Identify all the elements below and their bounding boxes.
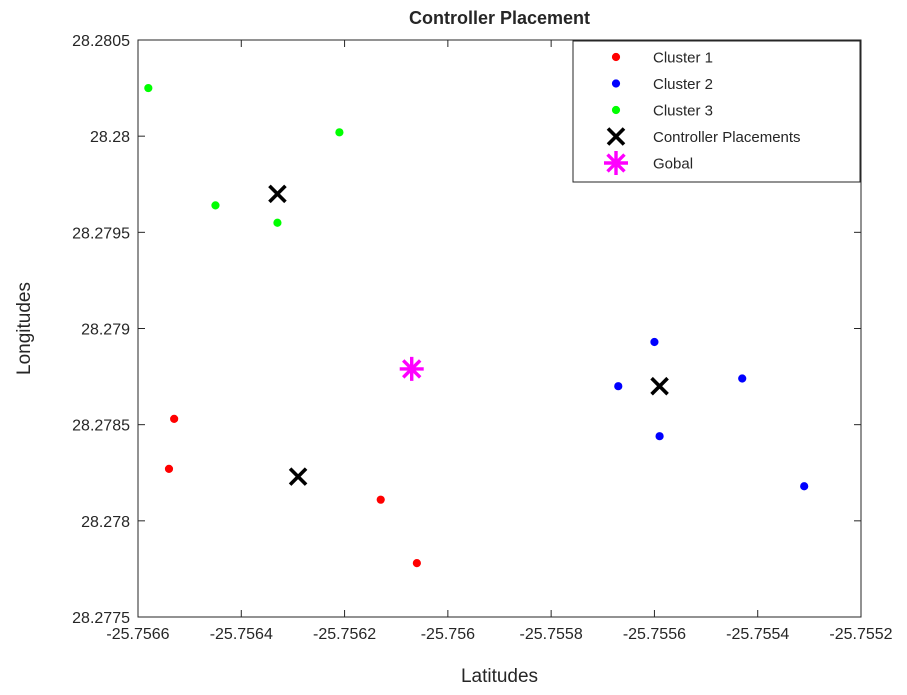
axis-ticks: -25.7566 -25.7564 -25.7562 -25.756 -25.7558 -… [72, 33, 893, 643]
series-3-point [211, 201, 220, 210]
legend-marker-3 [611, 105, 621, 115]
series-3-point [335, 128, 344, 137]
legend-marker-4 [606, 127, 626, 146]
series-4-point [288, 467, 308, 486]
chart-title: Controller Placement [409, 8, 590, 28]
y-tick-label: 28.278 [81, 514, 130, 531]
x-tick-label: -25.756 [421, 626, 475, 643]
y-axis-label: Longitudes [14, 282, 35, 375]
legend: Cluster 1 Cluster 2 Cluster 3 Controller Pl… [572, 40, 861, 183]
x-tick-label: -25.7552 [829, 626, 892, 643]
legend-label-3: Cluster 3 [653, 103, 713, 120]
data-marks [144, 83, 809, 568]
y-tick-label: 28.2785 [72, 418, 130, 435]
x-tick-label: -25.7558 [520, 626, 583, 643]
y-tick-label: 28.28 [90, 129, 130, 146]
legend-marker-1 [611, 52, 621, 62]
legend-label-2: Cluster 2 [653, 76, 713, 93]
y-tick-label: 28.2795 [72, 225, 130, 242]
series-4-point [268, 184, 287, 204]
legend-marker-5 [604, 151, 628, 175]
series-1-point [376, 495, 385, 504]
legend-label-5: Gobal [653, 156, 693, 173]
series-2-point [655, 432, 664, 441]
legend-label-1: Cluster 1 [653, 50, 713, 67]
x-tick-label: -25.7564 [210, 626, 273, 643]
y-tick-label: 28.2775 [72, 610, 130, 627]
plot-frame [137, 39, 862, 618]
y-tick-label: 28.2805 [72, 33, 130, 50]
x-axis-label: Latitudes [461, 666, 538, 687]
series-1-point [412, 559, 421, 568]
series-2-point [738, 374, 747, 383]
legend-label-4: Controller Placements [653, 129, 801, 146]
series-5-point [399, 356, 424, 381]
x-tick-label: -25.7556 [623, 626, 686, 643]
x-tick-label: -25.7566 [106, 626, 169, 643]
series-1-point [164, 464, 174, 474]
series-3-point [144, 83, 153, 93]
series-3-point [273, 218, 282, 227]
legend-marker-2 [611, 79, 621, 88]
series-2-point [614, 382, 623, 391]
series-1-point [170, 414, 179, 423]
y-tick-label: 28.279 [81, 322, 130, 339]
series-4-point [650, 376, 669, 396]
series-2-point [650, 337, 659, 347]
series-2-point [800, 482, 809, 491]
x-tick-label: -25.7562 [313, 626, 376, 643]
x-tick-label: -25.7554 [726, 626, 789, 643]
